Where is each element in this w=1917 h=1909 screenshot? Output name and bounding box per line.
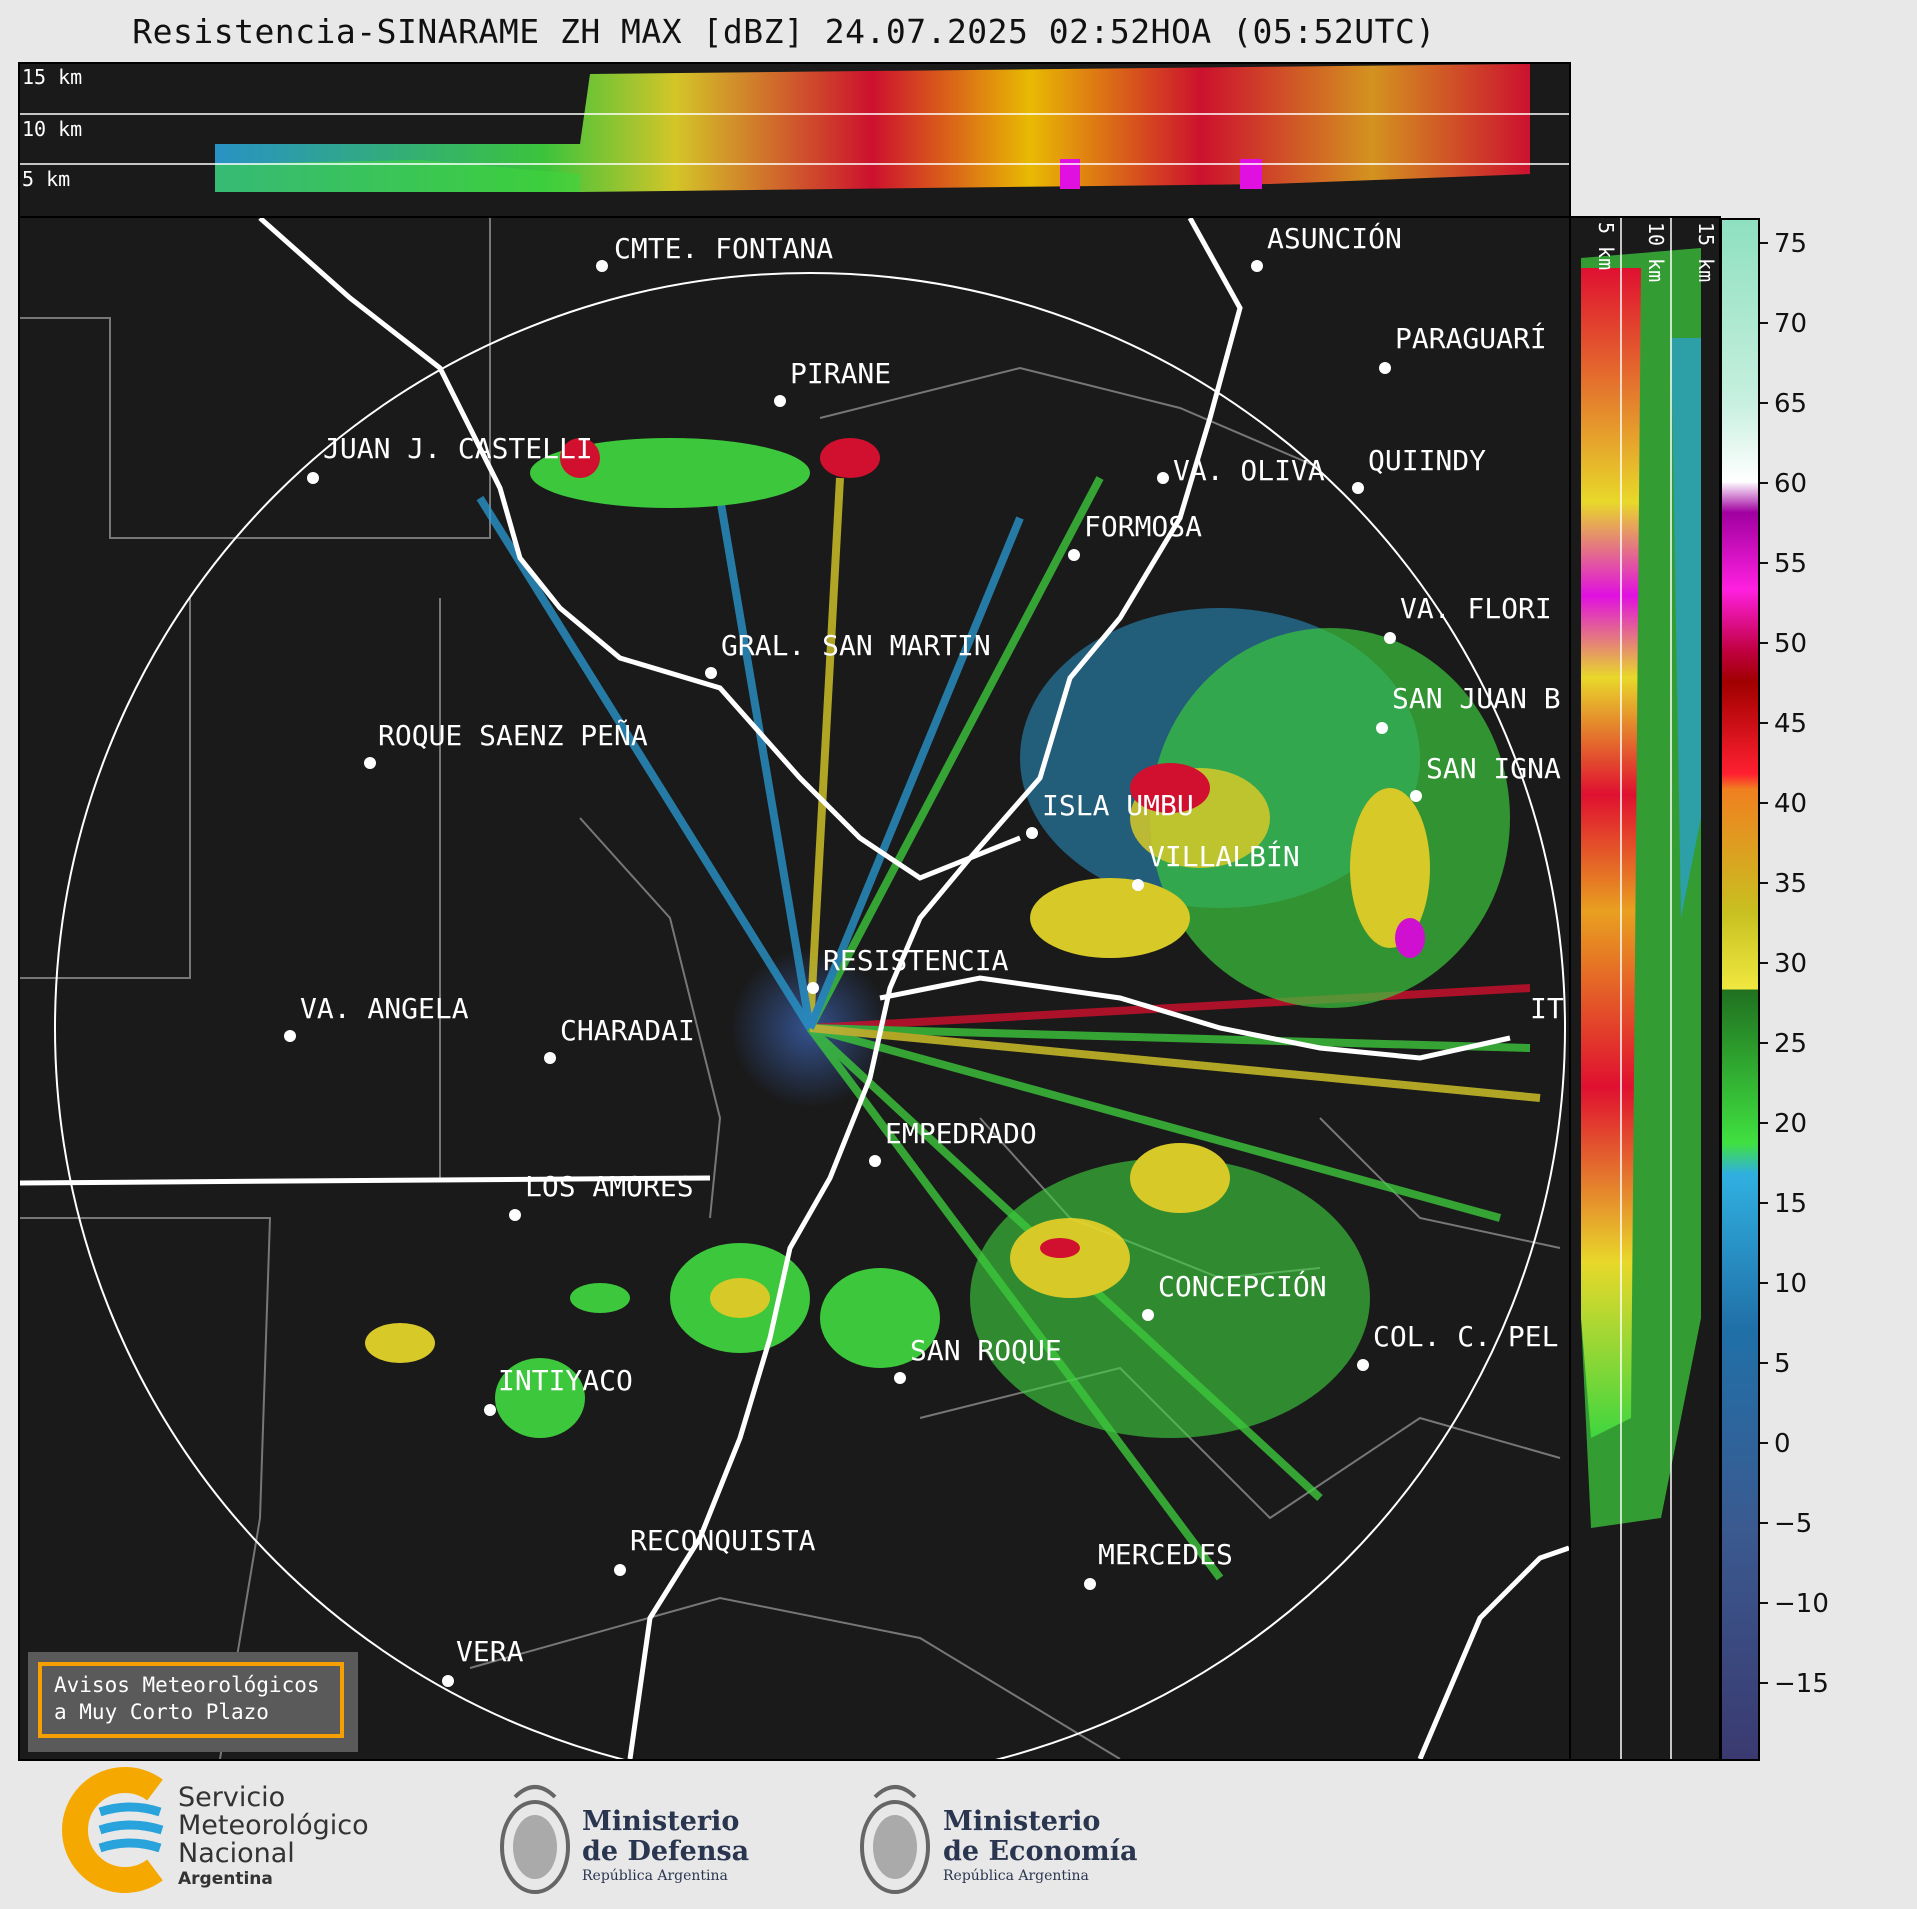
economia-line-3: República Argentina: [943, 1868, 1089, 1884]
city-empedrado: EMPEDRADO: [885, 1117, 1037, 1150]
cb-tick-25: 25: [1774, 1029, 1807, 1059]
warning-line-1: Avisos Meteorológicos: [54, 1673, 320, 1697]
city-san-roque: SAN ROQUE: [910, 1334, 1062, 1367]
cb-tick-10: 10: [1774, 1269, 1807, 1299]
top-alt-5: 5 km: [22, 167, 70, 191]
top-cross-section: 15 km 10 km 5 km: [18, 62, 1571, 218]
city-los-amores: LOS AMORES: [525, 1170, 694, 1203]
cb-tick-30: 30: [1774, 949, 1807, 979]
city-va-flori: VA. FLORI: [1400, 592, 1552, 625]
side-alt-15: 15 km: [1694, 222, 1718, 282]
footer-logos: Servicio Meteorológico Nacional Argentin…: [0, 1762, 1917, 1909]
cb-tick-60: 60: [1774, 469, 1807, 499]
warning-line-2: a Muy Corto Plazo: [54, 1700, 269, 1724]
city-san-juan-b: SAN JUAN B: [1392, 682, 1561, 715]
defensa-line-1: Ministerio: [582, 1806, 739, 1837]
defensa-seal-icon: [500, 1785, 570, 1894]
city-formosa: FORMOSA: [1084, 510, 1202, 543]
cb-tick-15: 15: [1774, 1189, 1807, 1219]
city-quiindy: QUIINDY: [1368, 444, 1486, 477]
top-alt-15: 15 km: [22, 65, 82, 89]
cb-tick-45: 45: [1774, 709, 1807, 739]
page-title: Resistencia-SINARAME ZH MAX [dBZ] 24.07.…: [132, 12, 1436, 51]
cb-tick-70: 70: [1774, 309, 1807, 339]
cb-tick-55: 55: [1774, 549, 1807, 579]
defensa-line-2: de Defensa: [582, 1836, 749, 1867]
city-mercedes: MERCEDES: [1098, 1538, 1233, 1571]
city-va-oliva: VA. OLIVA: [1173, 454, 1325, 487]
city-cmte-fontana: CMTE. FONTANA: [614, 232, 833, 265]
colorbar: [1720, 218, 1760, 1761]
city-col-c-pel: COL. C. PEL: [1373, 1320, 1558, 1353]
defensa-line-3: República Argentina: [582, 1868, 728, 1884]
city-asuncion: ASUNCIÓN: [1267, 221, 1402, 255]
side-alt-5: 5 km: [1594, 222, 1618, 270]
city-it: IT: [1530, 992, 1564, 1025]
city-isla-umbu: ISLA UMBU: [1042, 789, 1194, 822]
cb-tick-0: 0: [1774, 1429, 1791, 1459]
warning-box[interactable]: Avisos Meteorológicos a Muy Corto Plazo: [38, 1662, 344, 1738]
cb-tick-minus10: −10: [1774, 1589, 1829, 1619]
city-va-angela: VA. ANGELA: [300, 992, 469, 1025]
colorbar-ticks: 75 70 65 60 55 50 45 40 35 30 25 20 15 1…: [1760, 218, 1880, 1761]
economia-line-2: de Economía: [943, 1836, 1137, 1867]
smn-line-2: Meteorológico: [178, 1810, 369, 1841]
cb-tick-35: 35: [1774, 869, 1807, 899]
cb-tick-minus15: −15: [1774, 1669, 1829, 1699]
cb-tick-65: 65: [1774, 389, 1807, 419]
city-vera: VERA: [456, 1635, 524, 1668]
top-alt-10: 10 km: [22, 117, 82, 141]
smn-line-3: Nacional: [178, 1838, 295, 1869]
smn-line-4: Argentina: [178, 1869, 273, 1889]
cb-tick-20: 20: [1774, 1109, 1807, 1139]
economia-line-1: Ministerio: [943, 1806, 1100, 1837]
city-gral-san-martin: GRAL. SAN MARTIN: [721, 629, 991, 662]
cb-tick-50: 50: [1774, 629, 1807, 659]
city-san-igna: SAN IGNA: [1426, 752, 1561, 785]
city-pirane: PIRANE: [790, 357, 891, 390]
smn-logo-icon: [62, 1767, 164, 1893]
city-juan-j-castelli: JUAN J. CASTELLI: [323, 432, 593, 465]
city-reconquista: RECONQUISTA: [630, 1524, 816, 1557]
cb-tick-5: 5: [1774, 1349, 1791, 1379]
economia-seal-icon: [860, 1785, 930, 1894]
city-concepcion: CONCEPCIÓN: [1158, 1269, 1327, 1303]
cb-tick-40: 40: [1774, 789, 1807, 819]
cb-tick-75: 75: [1774, 229, 1807, 259]
city-villalbin: VILLALBÍN: [1148, 839, 1300, 873]
city-roque-saenz-pena: ROQUE SAENZ PEÑA: [378, 718, 648, 752]
smn-line-1: Servicio: [178, 1782, 285, 1813]
side-alt-10: 10 km: [1644, 222, 1668, 282]
cb-tick-minus5: −5: [1774, 1509, 1812, 1539]
city-charadai: CHARADAI: [560, 1014, 695, 1047]
city-intiyaco: INTIYACO: [498, 1364, 633, 1397]
city-resistencia: RESISTENCIA: [823, 944, 1009, 977]
radar-map: CMTE. FONTANA ASUNCIÓN PARAGUARÍ PIRANE …: [18, 216, 1571, 1761]
city-paraguari: PARAGUARÍ: [1395, 321, 1547, 355]
side-cross-section: 5 km 10 km 15 km: [1569, 216, 1721, 1761]
